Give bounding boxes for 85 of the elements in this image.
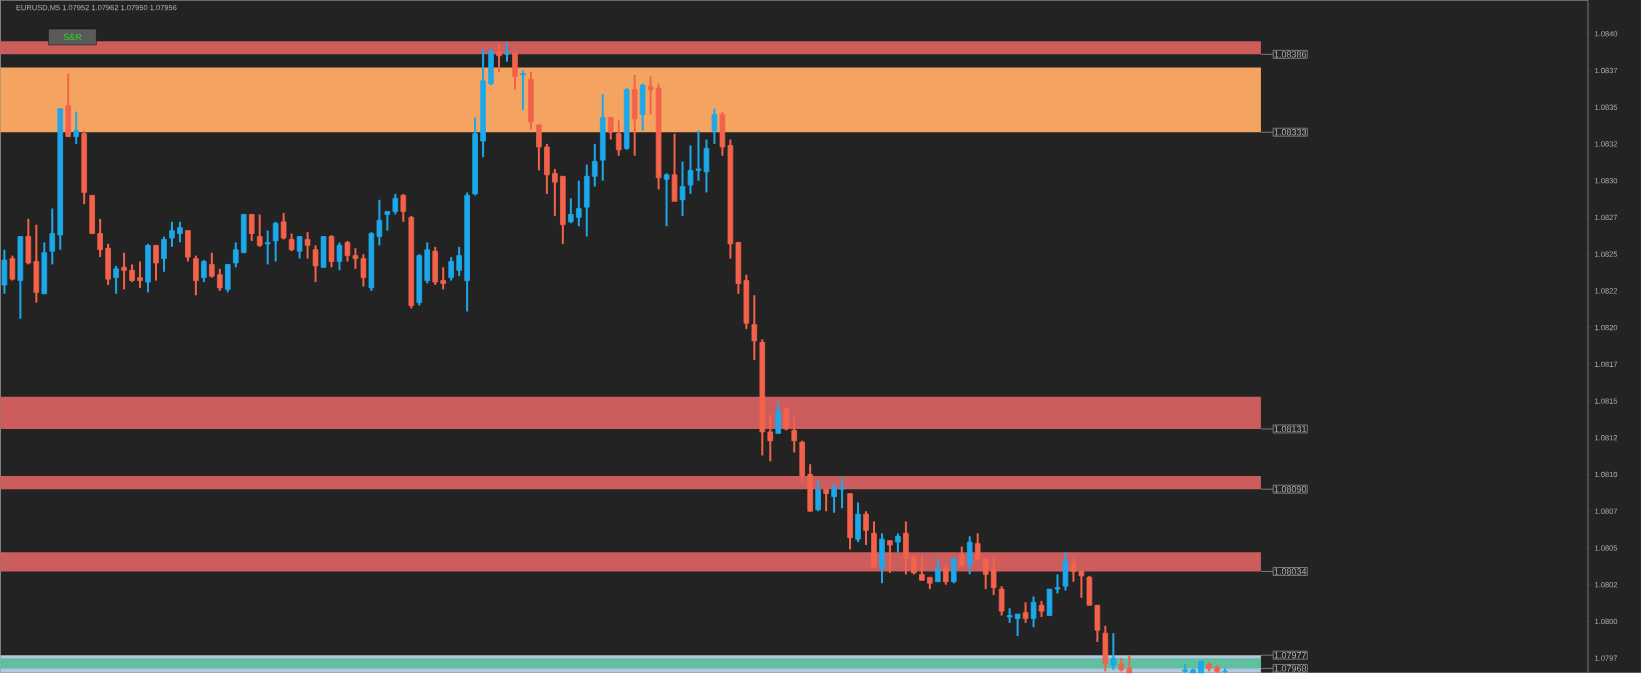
candlestick [895,532,901,554]
candlestick [344,240,351,263]
candlestick [576,179,582,228]
candlestick [974,532,981,561]
candlestick [950,557,957,585]
candlestick [1022,601,1029,624]
band-label: 1.07968 [1274,665,1307,672]
candlestick [887,539,893,575]
candlestick [232,241,239,269]
candlestick [823,488,829,513]
candlestick [296,235,303,260]
candlestick [97,217,103,259]
candlestick [568,197,574,225]
candlestick [280,212,287,241]
candlestick [456,245,462,278]
band-label: 1.08386 [1274,51,1307,58]
candlestick [217,267,223,292]
candlestick [1078,569,1085,599]
candlestick [919,554,925,582]
candlestick [400,192,407,223]
candlestick [376,198,383,247]
candlestick [839,476,845,510]
candlestick [161,235,167,273]
candlestick [943,563,949,586]
candlestick [264,229,271,266]
candlestick [1030,595,1037,629]
candlestick [336,241,343,272]
candlestick [711,107,718,146]
candlestick [177,220,183,244]
band-label: 1.08034 [1274,568,1307,575]
band-label: 1.08131 [1274,425,1307,433]
candlestick [448,256,454,282]
band-label: 1.07977 [1274,652,1307,659]
candlestick [248,213,255,242]
candlestick [304,231,311,260]
candlestick [536,123,542,172]
candlestick [49,207,56,266]
candlestick [966,535,973,576]
candlestick [520,69,526,112]
candlestick [935,557,941,583]
candlestick [121,251,127,291]
candlestick [73,110,79,146]
candlestick [647,75,654,116]
candlestick [201,259,207,284]
candlestick [663,172,670,228]
candlestick [504,41,510,63]
candlestick [496,43,502,74]
candlestick [863,510,869,547]
band-label: 1.08090 [1274,486,1307,493]
candlestick [153,244,159,282]
candlestick [591,143,598,188]
candlestick [998,585,1005,617]
candlestick [982,557,989,591]
candlestick [552,168,558,218]
annotation: S&R [63,33,82,41]
candlestick [209,251,215,279]
candlestick [360,253,367,288]
candlestick [1110,632,1117,671]
candlestick [1070,557,1077,583]
candlestick [791,416,798,454]
candlestick [169,220,175,248]
candlestick [272,220,279,263]
candlestick [113,264,119,295]
candlestick [137,260,143,290]
candlestick [384,210,391,232]
candlestick [990,554,997,597]
candlestick [512,51,518,91]
candlestick [312,244,319,284]
candlestick [767,413,774,463]
candlestick [679,160,686,218]
candlestick [256,213,263,248]
candlestick [193,254,199,297]
candlestick [607,116,614,141]
candlestick [751,294,758,361]
candlestick [615,119,622,157]
candlestick [352,247,359,270]
candlestick [775,401,782,435]
candlestick [1014,613,1021,638]
band-label: 1.08333 [1274,129,1307,136]
candlestick [392,192,399,216]
candlestick [831,482,837,514]
candlestick [440,266,446,291]
candlestick [815,479,821,513]
candlestick [958,545,965,569]
candlestick [9,254,16,282]
